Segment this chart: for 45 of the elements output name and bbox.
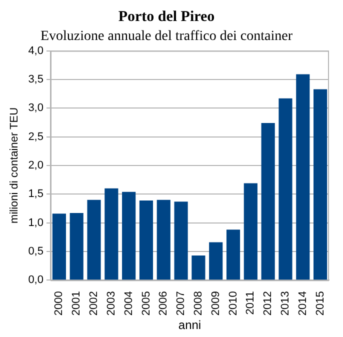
chart-subtitle: Evoluzione annuale del traffico dei container — [40, 29, 293, 44]
x-tick-label: 2014 — [296, 291, 309, 316]
y-tick-label: 3,5 — [28, 73, 44, 86]
bar — [70, 213, 84, 280]
x-tick-label: 2004 — [122, 291, 135, 316]
bar — [139, 200, 154, 280]
bar — [296, 74, 310, 280]
bar — [174, 202, 188, 280]
y-tick-label: 2,0 — [28, 159, 44, 172]
bar — [104, 188, 118, 280]
x-tick-label: 2000 — [53, 291, 66, 316]
bar — [87, 200, 101, 280]
chart-title: Porto del Pireo — [118, 8, 215, 25]
x-tick-label: 2005 — [140, 291, 152, 316]
bar — [209, 242, 223, 280]
bar — [278, 98, 292, 280]
x-tick-label: 2003 — [105, 291, 118, 316]
bar — [52, 214, 66, 280]
x-tick-label: 2001 — [70, 291, 83, 316]
bar — [156, 200, 170, 280]
x-tick-label: 2007 — [175, 291, 188, 316]
x-tick-label: 2013 — [280, 291, 292, 316]
x-tick-label: 2010 — [227, 291, 240, 316]
bar — [314, 89, 328, 280]
x-tick-label: 2002 — [88, 291, 100, 316]
x-tick-label: 2009 — [210, 291, 222, 316]
y-tick-label: 2,5 — [28, 130, 44, 143]
x-tick-label: 2012 — [262, 291, 274, 316]
y-tick-label: 1,0 — [28, 216, 44, 229]
bar — [192, 255, 206, 280]
y-tick-label: 4,0 — [28, 44, 44, 57]
bar — [261, 123, 275, 280]
x-tick-label: 2011 — [244, 291, 257, 315]
y-axis-title: milioni di container TEU — [8, 107, 21, 224]
y-tick-label: 1,5 — [28, 188, 44, 200]
x-tick-label: 2015 — [314, 291, 326, 316]
x-tick-label: 2006 — [158, 291, 170, 316]
y-tick-label: 3,0 — [28, 102, 44, 114]
x-tick-label: 2008 — [192, 291, 204, 316]
x-axis-title: anni — [178, 318, 202, 332]
bar — [226, 230, 240, 280]
y-tick-label: 0,5 — [28, 245, 44, 258]
y-tick-label: 0,0 — [28, 274, 44, 286]
bar — [244, 183, 258, 280]
bar — [122, 192, 136, 280]
